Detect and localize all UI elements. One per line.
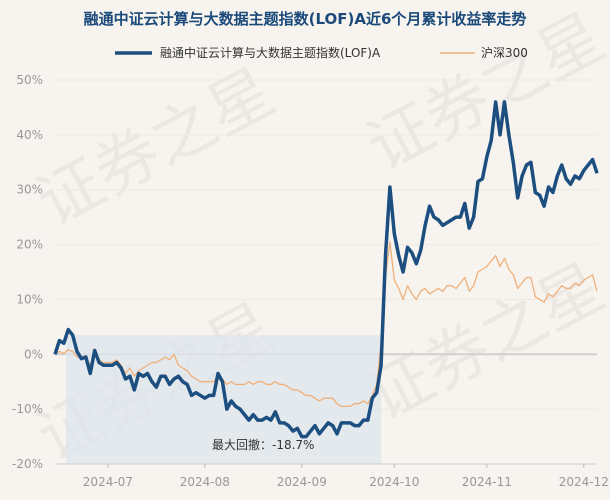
y-tick-label: -20%	[12, 457, 43, 471]
chart-title: 融通中证云计算与大数据主题指数(LOF)A近6个月累计收益率走势	[84, 10, 527, 28]
x-tick-label: 2024-09	[277, 475, 327, 489]
x-tick-label: 2024-10	[369, 475, 419, 489]
x-axis: 2024-07 2024-08 2024-09 2024-10 2024-11 2024-…	[55, 463, 609, 489]
series-line-1	[54, 241, 598, 408]
watermark-text: 证券之星	[26, 55, 287, 241]
x-tick-label: 2024-07	[83, 475, 133, 489]
y-tick-label: -10%	[12, 402, 43, 416]
legend: 融通中证云计算与大数据主题指数(LOF)A 沪深300	[115, 45, 528, 60]
y-tick-label: 0%	[24, 347, 43, 361]
series-line-0	[53, 100, 599, 439]
legend-label-series-1: 沪深300	[481, 46, 528, 60]
max-drawdown-label: 最大回撤：-18.7%	[212, 437, 314, 452]
x-tick-label: 2024-08	[180, 475, 230, 489]
y-axis: -20% -10% 0% 10% 20% 30% 40% 50%	[12, 73, 43, 471]
x-tick-label: 2024-11	[462, 475, 512, 489]
y-tick-label: 10%	[16, 292, 43, 306]
series-lines	[53, 100, 599, 439]
y-tick-label: 20%	[16, 238, 43, 252]
watermark-text: 证券之星	[356, 0, 610, 186]
y-tick-label: 30%	[16, 183, 43, 197]
x-tick-label: 2024-12	[559, 475, 609, 489]
y-tick-label: 40%	[16, 128, 43, 142]
y-tick-label: 50%	[16, 73, 43, 87]
legend-label-series-0: 融通中证云计算与大数据主题指数(LOF)A	[160, 45, 381, 60]
